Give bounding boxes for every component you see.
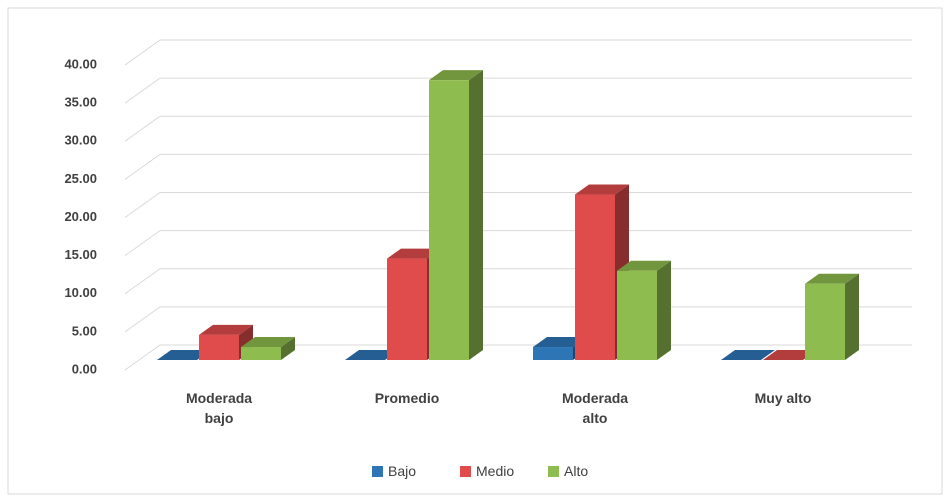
- x-tick-label: Moderada bajo: [185, 390, 253, 426]
- bar: [429, 70, 483, 360]
- grid-line: [124, 39, 912, 66]
- x-tick-label: Promedio: [374, 390, 440, 406]
- bar-front: [805, 283, 845, 360]
- legend-label: Alto: [564, 463, 589, 479]
- bar-side: [281, 337, 295, 360]
- legend-label: Bajo: [388, 463, 417, 479]
- bar-top: [721, 350, 775, 360]
- bar: [241, 337, 295, 360]
- grid-line: [124, 153, 912, 180]
- bar-front: [575, 194, 615, 360]
- bar: [805, 273, 859, 360]
- grid-line: [124, 115, 912, 142]
- bar: [721, 350, 775, 360]
- bar-top: [805, 273, 859, 284]
- bar-top: [345, 350, 399, 360]
- bar-front: [617, 270, 657, 360]
- y-tick-label: 20.00: [64, 209, 97, 224]
- bar-top: [575, 184, 629, 195]
- grid-line: [124, 77, 912, 104]
- y-tick-label: 30.00: [64, 133, 97, 148]
- bar-side: [469, 70, 483, 360]
- bar-top: [199, 324, 253, 335]
- legend-swatch: [372, 466, 383, 477]
- y-tick-label: 5.00: [72, 323, 97, 338]
- y-tick-label: 40.00: [64, 56, 97, 71]
- bar-top: [617, 260, 671, 271]
- bar-front: [533, 347, 573, 360]
- bar-top: [429, 70, 483, 81]
- bar: [533, 337, 587, 360]
- bar: [345, 350, 399, 360]
- y-tick-label: 0.00: [72, 361, 97, 376]
- grid-line: [124, 230, 912, 257]
- bar: [157, 350, 211, 360]
- y-tick-label: 10.00: [64, 285, 97, 300]
- bar: [617, 260, 671, 360]
- y-tick-label: 25.00: [64, 171, 97, 186]
- grid-line: [124, 192, 912, 218]
- bar-front: [199, 334, 239, 360]
- legend-swatch: [548, 466, 559, 477]
- x-tick-label: Muy alto: [754, 390, 812, 406]
- legend-swatch: [460, 466, 471, 477]
- legend-label: Medio: [476, 463, 515, 479]
- bar-top: [241, 337, 295, 348]
- y-tick-label: 35.00: [64, 95, 97, 110]
- bar-front: [429, 80, 469, 360]
- y-tick-label: 15.00: [64, 247, 97, 262]
- bar-side: [845, 273, 859, 360]
- bar-top: [157, 350, 211, 360]
- bar-front: [387, 258, 427, 360]
- bar: [763, 350, 817, 360]
- bar-top: [763, 350, 817, 360]
- bar-side: [657, 260, 671, 360]
- bar-top: [533, 337, 587, 348]
- bar-top: [387, 248, 441, 259]
- x-tick-label: Moderada alto: [561, 390, 629, 426]
- bar-front: [241, 347, 281, 360]
